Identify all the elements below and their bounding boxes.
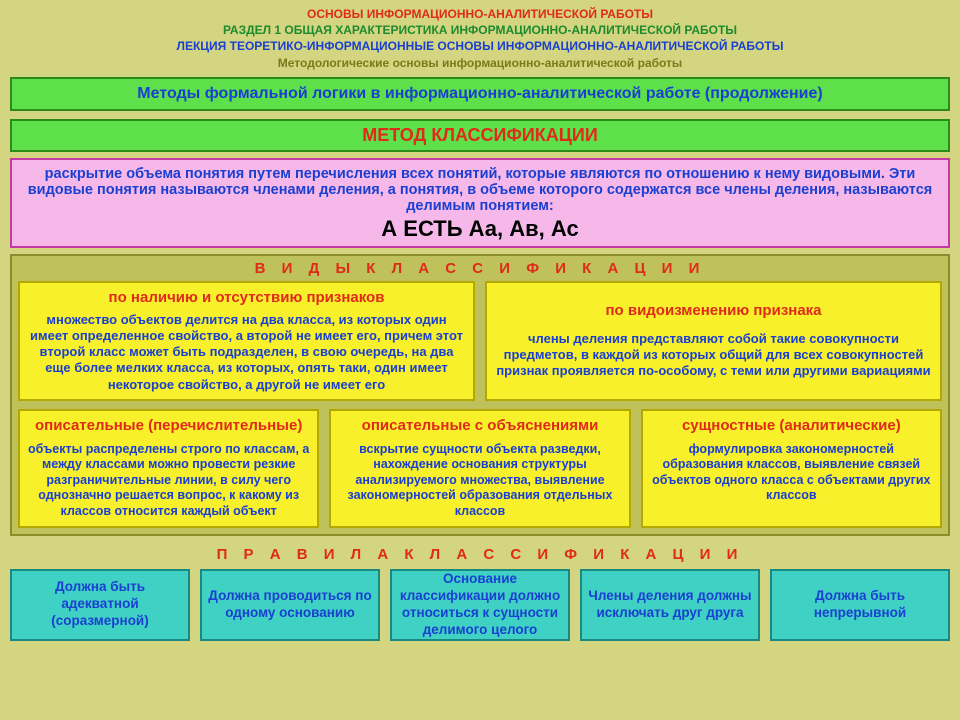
types-section: В И Д Ы К Л А С С И Ф И К А Ц И И по нал… <box>10 254 950 536</box>
card-body: объекты распределены строго по классам, … <box>26 442 311 520</box>
type-card-explained: описательные с объяснениями вскрытие сущ… <box>329 409 630 528</box>
card-body: члены деления представляют собой такие с… <box>493 331 934 380</box>
page: ОСНОВЫ ИНФОРМАЦИОННО-АНАЛИТИЧЕСКОЙ РАБОТ… <box>0 0 960 720</box>
rule-2: Должна проводиться по одному основанию <box>200 569 380 641</box>
card-title: по видоизменению признака <box>493 302 934 321</box>
header-line-2: РАЗДЕЛ 1 ОБЩАЯ ХАРАКТЕРИСТИКА ИНФОРМАЦИО… <box>10 22 950 38</box>
type-card-presence: по наличию и отсутствию признаков множес… <box>18 281 475 401</box>
header-line-1: ОСНОВЫ ИНФОРМАЦИОННО-АНАЛИТИЧЕСКОЙ РАБОТ… <box>10 6 950 22</box>
card-body: вскрытие сущности объекта разведки, нахо… <box>337 442 622 520</box>
method-title: МЕТОД КЛАССИФИКАЦИИ <box>10 119 950 152</box>
header-line-4: Методологические основы информационно-ан… <box>10 55 950 71</box>
rule-3: Основание классификации должно относитьс… <box>390 569 570 641</box>
card-title: по наличию и отсутствию признаков <box>26 289 467 308</box>
card-title: сущностные (аналитические) <box>649 417 934 436</box>
card-title: описательные с объяснениями <box>337 417 622 436</box>
types-row-2: описательные (перечислительные) объекты … <box>18 409 942 528</box>
rule-1: Должна быть адекватной (соразмерной) <box>10 569 190 641</box>
definition-box: раскрытие объема понятия путем перечисле… <box>10 158 950 248</box>
type-card-essential: сущностные (аналитические) формулировка … <box>641 409 942 528</box>
definition-formula: А ЕСТЬ Аа, Ав, Ас <box>18 216 942 242</box>
type-card-descriptive: описательные (перечислительные) объекты … <box>18 409 319 528</box>
types-row-1: по наличию и отсутствию признаков множес… <box>18 281 942 401</box>
rule-4: Члены деления должны исключать друг друг… <box>580 569 760 641</box>
banner: Методы формальной логики в информационно… <box>10 77 950 111</box>
types-title: В И Д Ы К Л А С С И Ф И К А Ц И И <box>18 258 942 281</box>
type-card-modification: по видоизменению признака члены деления … <box>485 281 942 401</box>
rules-title: П Р А В И Л А К Л А С С И Ф И К А Ц И И <box>10 546 950 563</box>
rule-5: Должна быть непрерывной <box>770 569 950 641</box>
rules-row: Должна быть адекватной (соразмерной) Дол… <box>10 569 950 641</box>
card-body: множество объектов делится на два класса… <box>26 312 467 393</box>
definition-body: раскрытие объема понятия путем перечисле… <box>18 166 942 214</box>
card-title: описательные (перечислительные) <box>26 417 311 436</box>
header-line-3: ЛЕКЦИЯ ТЕОРЕТИКО-ИНФОРМАЦИОННЫЕ ОСНОВЫ И… <box>10 38 950 54</box>
header-block: ОСНОВЫ ИНФОРМАЦИОННО-АНАЛИТИЧЕСКОЙ РАБОТ… <box>10 6 950 71</box>
card-body: формулировка закономерностей образования… <box>649 442 934 505</box>
